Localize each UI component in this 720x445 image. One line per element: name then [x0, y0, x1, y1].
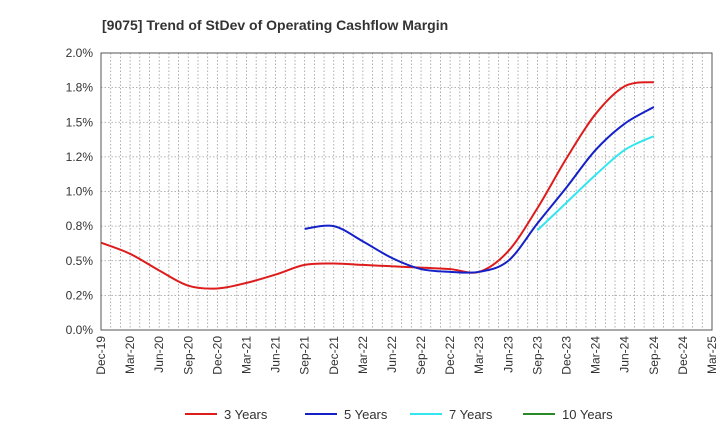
- y-tick-label: 0.5%: [66, 254, 94, 268]
- x-tick-label: Dec-22: [443, 336, 457, 375]
- x-tick-label: Dec-23: [560, 336, 574, 375]
- x-tick-label: Dec-19: [94, 336, 108, 375]
- y-tick-label: 2.0%: [66, 46, 94, 60]
- x-tick-label: Mar-23: [472, 336, 486, 374]
- plot-border: [100, 52, 713, 331]
- x-tick-label: Jun-21: [269, 336, 283, 373]
- x-tick-label: Sep-24: [647, 336, 661, 375]
- chart-title: [9075] Trend of StDev of Operating Cashf…: [102, 17, 448, 33]
- grid: [101, 53, 712, 330]
- y-tick-label: 1.5%: [66, 115, 94, 129]
- x-tick-label: Sep-23: [530, 336, 544, 375]
- x-tick-label: Jun-24: [618, 336, 632, 373]
- x-tick-label: Jun-20: [152, 336, 166, 373]
- x-tick-label: Dec-21: [327, 336, 341, 375]
- x-tick-label: Jun-22: [385, 336, 399, 373]
- x-tick-label: Mar-24: [589, 336, 603, 374]
- legend-label-5-years: 5 Years: [344, 407, 388, 422]
- x-axis-ticks: Dec-19 Mar-20 Jun-20 Sep-20 Dec-20 Mar-21 Jun-…: [94, 336, 719, 375]
- y-tick-label: 0.2%: [66, 288, 94, 302]
- x-tick-label: Mar-25: [705, 336, 719, 374]
- x-tick-label: Dec-24: [676, 336, 690, 375]
- y-tick-label: 1.2%: [66, 150, 94, 164]
- x-tick-label: Sep-22: [414, 336, 428, 375]
- y-tick-label: 0.8%: [66, 219, 94, 233]
- legend-label-3-years: 3 Years: [224, 407, 268, 422]
- legend: 3 Years 5 Years 7 Years 10 Years: [185, 407, 613, 422]
- legend-label-7-years: 7 Years: [449, 407, 493, 422]
- series-line-3-years: [100, 81, 654, 290]
- series-lines: [100, 81, 655, 290]
- series-line-5-years: [304, 106, 655, 274]
- y-tick-label: 1.8%: [66, 81, 94, 95]
- x-tick-label: Mar-20: [123, 336, 137, 374]
- x-tick-label: Sep-20: [181, 336, 195, 375]
- legend-label-10-years: 10 Years: [562, 407, 613, 422]
- x-tick-label: Jun-23: [501, 336, 515, 373]
- x-tick-label: Mar-22: [356, 336, 370, 374]
- y-axis-ticks: 0.0% 0.2% 0.5% 0.8% 1.0% 1.2% 1.5% 1.8% 2.0%: [66, 46, 94, 337]
- x-tick-label: Dec-20: [210, 336, 224, 375]
- y-tick-label: 1.0%: [66, 185, 94, 199]
- series-line-7-years: [536, 135, 655, 232]
- y-tick-label: 0.0%: [66, 323, 94, 337]
- x-tick-label: Mar-21: [239, 336, 253, 374]
- x-tick-label: Sep-21: [298, 336, 312, 375]
